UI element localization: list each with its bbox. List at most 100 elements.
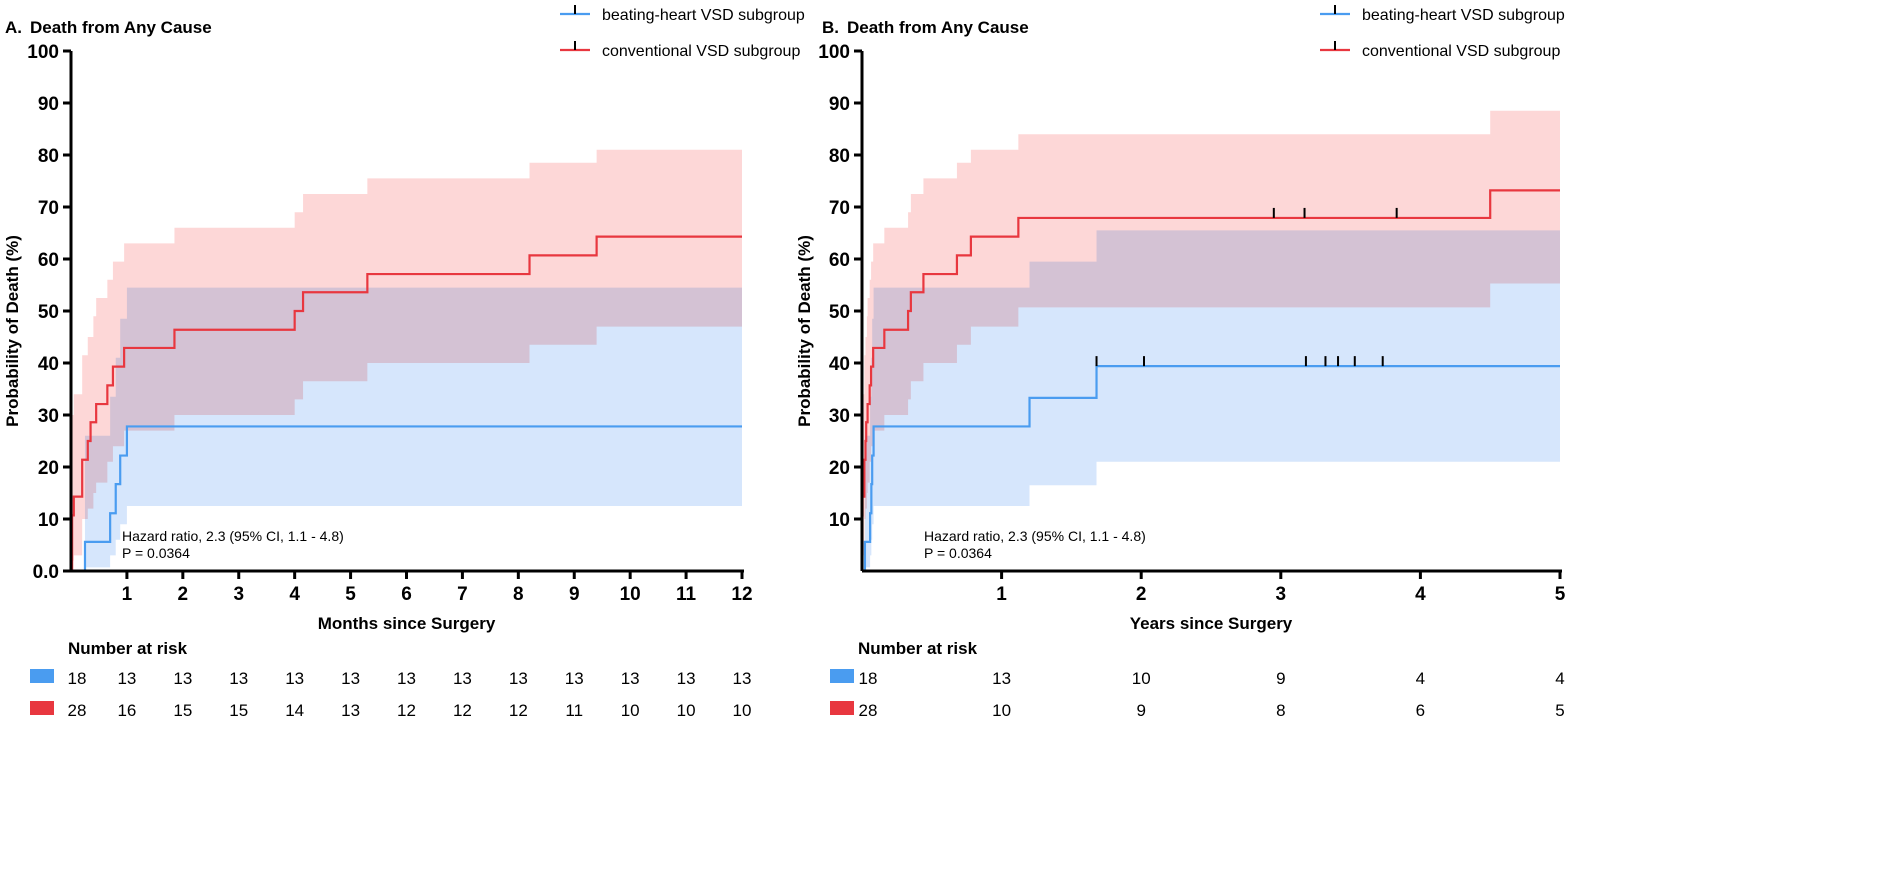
- risk-count: 10: [677, 701, 696, 720]
- y-tick-label: 50: [38, 302, 59, 323]
- x-axis-label: Months since Surgery: [318, 614, 496, 633]
- risk-count: 6: [1416, 701, 1425, 720]
- risk-count: 5: [1555, 701, 1564, 720]
- y-tick-label: 10: [38, 510, 59, 531]
- risk-count: 12: [453, 701, 472, 720]
- x-tick-label: 4: [1415, 584, 1426, 605]
- risk-count: 13: [992, 669, 1011, 688]
- x-tick-label: 3: [1276, 584, 1287, 605]
- x-tick-label: 5: [345, 584, 356, 605]
- risk-count: 12: [397, 701, 416, 720]
- x-tick-label: 2: [1136, 584, 1147, 605]
- risk-row-color-key: [30, 701, 54, 715]
- y-tick-label: 30: [829, 406, 850, 427]
- risk-count: 10: [733, 701, 752, 720]
- y-tick-label: 60: [38, 250, 59, 271]
- risk-count: 28: [859, 701, 878, 720]
- survival-curve-beating-heart: [862, 365, 1560, 573]
- y-tick-label: 50: [829, 302, 850, 323]
- risk-count: 28: [68, 701, 87, 720]
- risk-count: 13: [341, 701, 360, 720]
- risk-count: 13: [173, 669, 192, 688]
- y-tick-label: 60: [829, 250, 850, 271]
- panel-title: A. Death from Any Cause: [5, 18, 212, 37]
- risk-row-color-key: [830, 669, 854, 683]
- risk-count: 13: [621, 669, 640, 688]
- survival-curve-conventional: [861, 189, 1560, 573]
- hazard-ratio-annotation: Hazard ratio, 2.3 (95% CI, 1.1 - 4.8): [924, 528, 1146, 544]
- risk-row-color-key: [30, 669, 54, 683]
- x-tick-label: 3: [233, 584, 244, 605]
- risk-count: 10: [992, 701, 1011, 720]
- x-tick-label: 1: [996, 584, 1007, 605]
- legend-label: beating-heart VSD subgroup: [1362, 7, 1565, 24]
- risk-count: 18: [68, 669, 87, 688]
- x-tick-label: 7: [457, 584, 468, 605]
- risk-count: 13: [453, 669, 472, 688]
- x-tick-label: 12: [731, 584, 752, 605]
- survival-curve-conventional: [71, 235, 742, 573]
- risk-count: 4: [1555, 669, 1564, 688]
- x-tick-label: 6: [401, 584, 412, 605]
- risk-count: 8: [1276, 701, 1285, 720]
- x-tick-label: 11: [676, 584, 697, 605]
- x-tick-label: 8: [513, 584, 524, 605]
- panel-a: A. Death from Any Cause 0.0 10 20 30 40 50 60 70 8…: [3, 5, 805, 720]
- y-tick-label: 70: [829, 198, 850, 219]
- x-tick-label: 5: [1555, 584, 1566, 605]
- x-tick-label: 2: [178, 584, 189, 605]
- y-tick-label: 20: [829, 458, 850, 479]
- y-tick-label: 30: [38, 406, 59, 427]
- risk-table-title: Number at risk: [858, 639, 978, 658]
- y-tick-label: 90: [829, 94, 850, 115]
- risk-count: 4: [1416, 669, 1425, 688]
- y-tick-label: 40: [38, 354, 59, 375]
- y-tick-label: 10: [829, 510, 850, 531]
- risk-count: 15: [229, 701, 248, 720]
- y-axis-label: Probability of Death (%): [3, 235, 22, 427]
- x-tick-label: 1: [122, 584, 133, 605]
- legend-label: beating-heart VSD subgroup: [602, 7, 805, 24]
- risk-count: 13: [677, 669, 696, 688]
- panel-b: B. Death from Any Cause 10 20 30 40 50 60 70 80 90…: [795, 5, 1566, 720]
- panel-label: A.: [5, 18, 22, 37]
- y-tick-label: 80: [829, 146, 850, 167]
- confidence-band-conventional: [72, 149, 742, 561]
- risk-count: 9: [1276, 669, 1285, 688]
- risk-count: 13: [565, 669, 584, 688]
- risk-count: 13: [285, 669, 304, 688]
- x-tick-label: 4: [289, 584, 300, 605]
- survival-curve-beating-heart: [71, 425, 742, 573]
- hazard-ratio-annotation: P = 0.0364: [924, 545, 992, 561]
- risk-count: 9: [1136, 701, 1145, 720]
- risk-count: 12: [509, 701, 528, 720]
- y-tick-label: 70: [38, 198, 59, 219]
- x-tick-label: 10: [620, 584, 641, 605]
- risk-table-title: Number at risk: [68, 639, 188, 658]
- confidence-band-beating-heart: [864, 230, 1560, 568]
- risk-count: 13: [733, 669, 752, 688]
- x-axis-label: Years since Surgery: [1130, 614, 1293, 633]
- legend-label: conventional VSD subgroup: [1362, 43, 1560, 60]
- risk-row-color-key: [830, 701, 854, 715]
- risk-count: 13: [341, 669, 360, 688]
- risk-count: 13: [509, 669, 528, 688]
- risk-count: 11: [565, 701, 583, 720]
- hazard-ratio-annotation: Hazard ratio, 2.3 (95% CI, 1.1 - 4.8): [122, 528, 344, 544]
- y-tick-label: 20: [38, 458, 59, 479]
- y-tick-label: 100: [27, 42, 59, 63]
- risk-count: 10: [621, 701, 640, 720]
- x-tick-label: 9: [569, 584, 580, 605]
- panel-label: B.: [822, 18, 839, 37]
- y-tick-label: 90: [38, 94, 59, 115]
- panel-title-text: Death from Any Cause: [847, 18, 1029, 37]
- panel-title-text: Death from Any Cause: [30, 18, 212, 37]
- risk-count: 13: [229, 669, 248, 688]
- panel-title: B. Death from Any Cause: [822, 18, 1029, 37]
- risk-count: 13: [117, 669, 136, 688]
- risk-count: 16: [117, 701, 136, 720]
- confidence-band-conventional: [862, 110, 1560, 561]
- risk-count: 13: [397, 669, 416, 688]
- legend-label: conventional VSD subgroup: [602, 43, 800, 60]
